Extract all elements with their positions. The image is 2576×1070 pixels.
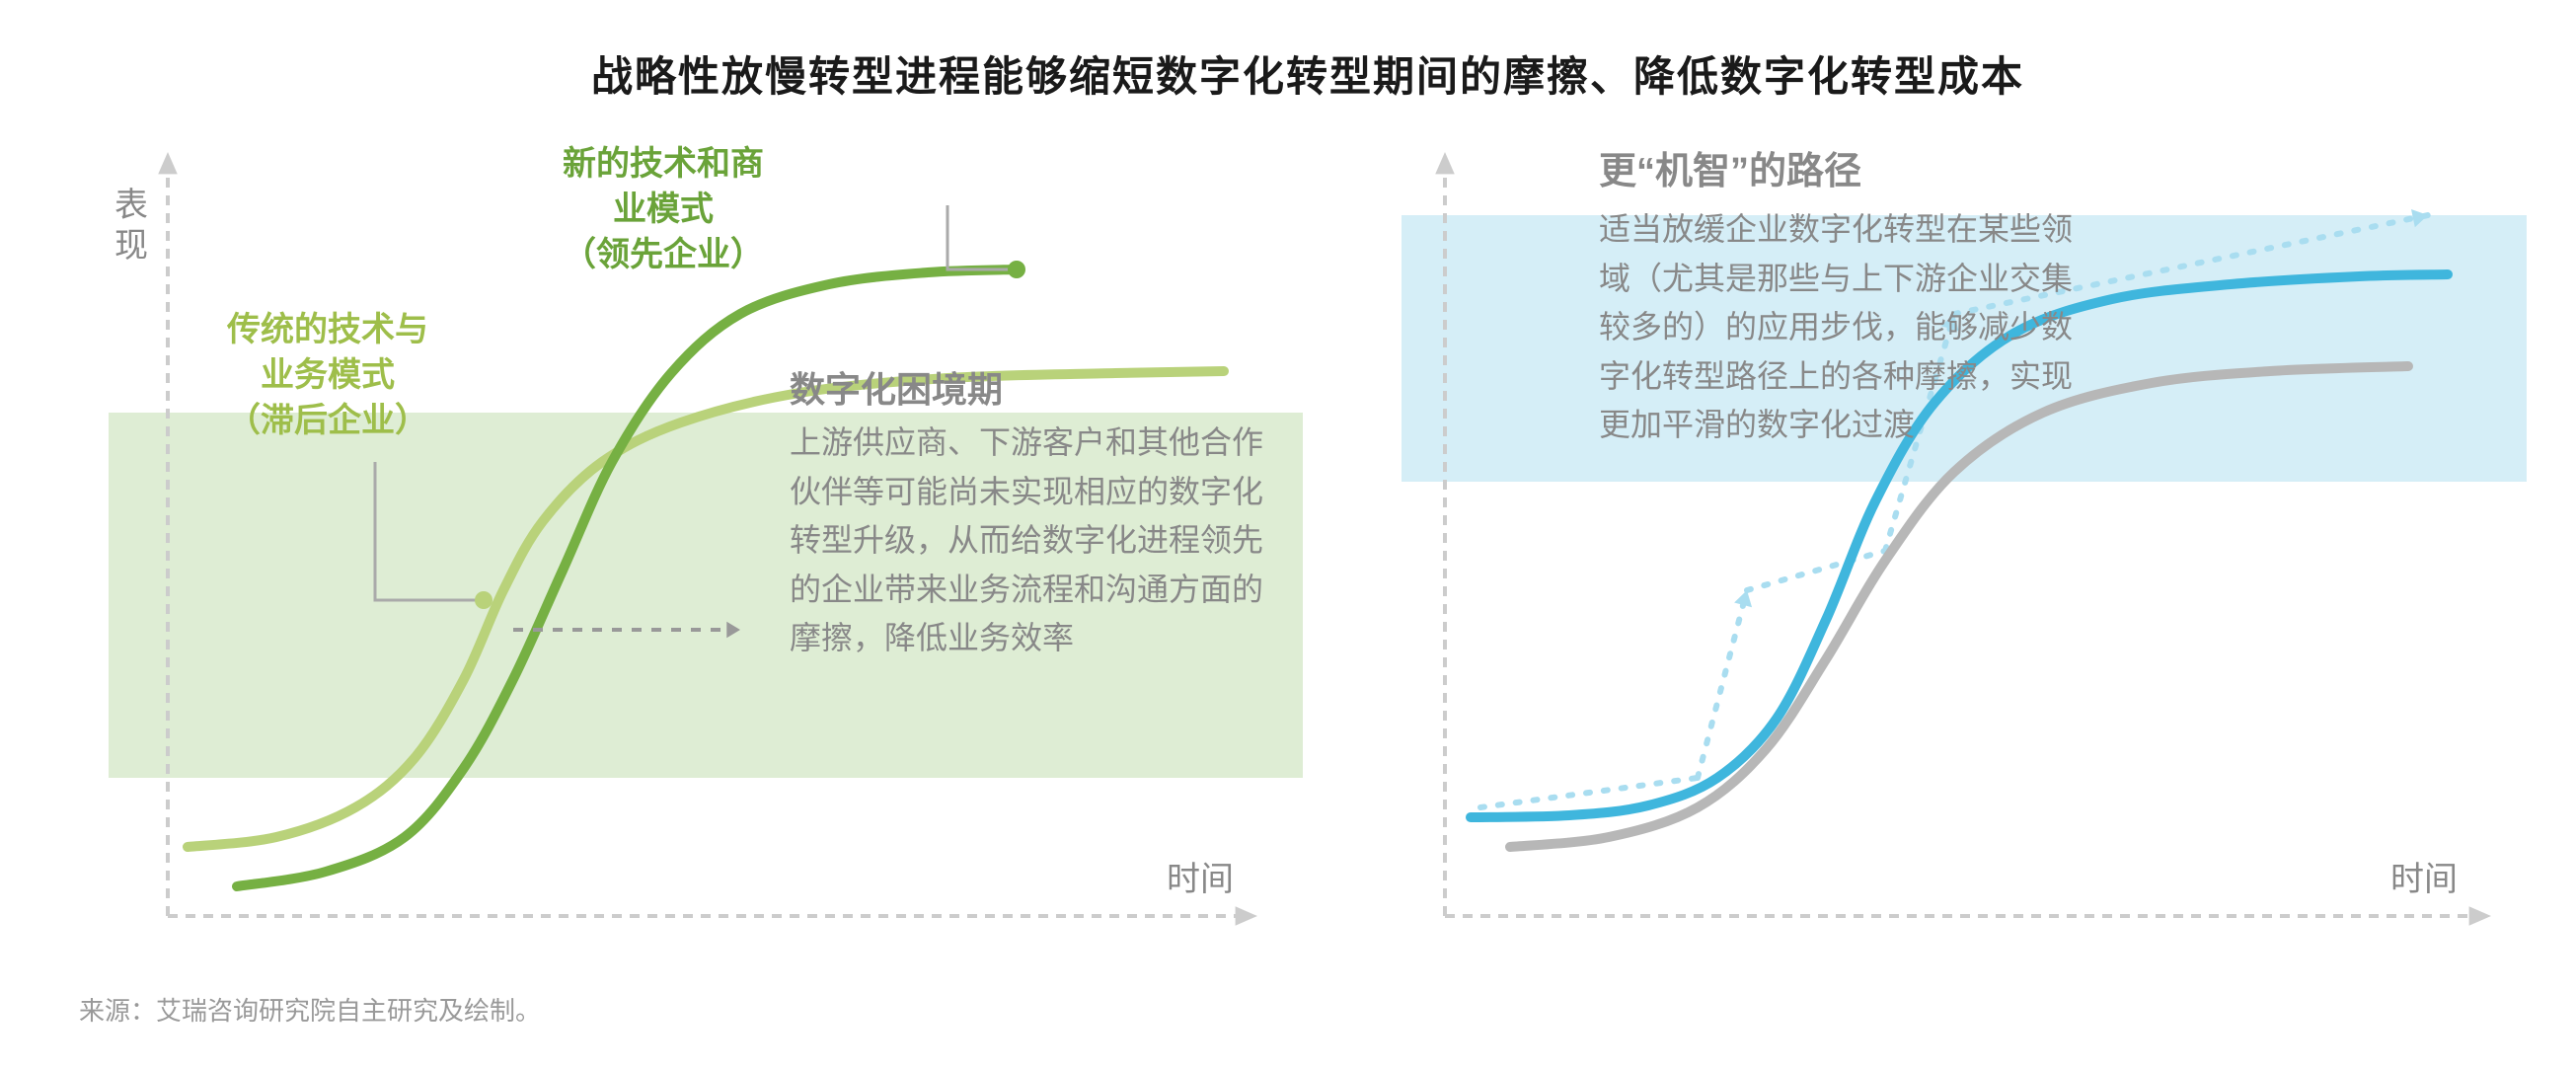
source-note: 来源：艾瑞咨询研究院自主研究及绘制。 [79,991,541,1028]
right-annotation-body: 适当放缓企业数字化转型在某些领域（尤其是那些与上下游企业交集较多的）的应用步伐，… [1599,205,2083,450]
right-annotation-title: 更“机智”的路径 [1599,140,1861,194]
left-y-axis-label: 表 现 [114,186,148,267]
page-title: 战略性放慢转型进程能够缩短数字化转型期间的摩擦、降低数字化转型成本 [20,43,2576,104]
left-annotation-body: 上游供应商、下游客户和其他合作伙伴等可能尚未实现相应的数字化转型升级，从而给数字… [790,419,1273,663]
left-x-axis-label: 时间 [1167,852,1234,900]
diagram-root: 战略性放慢转型进程能够缩短数字化转型期间的摩擦、降低数字化转型成本 表 现 时间… [20,20,2576,1050]
right-chart: 时间 更“机智”的路径 适当放缓企业数字化转型在某些领域（尤其是那些与上下游企业… [1402,126,2527,955]
right-x-axis-label: 时间 [2390,852,2458,900]
lagging-curve-label: 传统的技术与 业务模式 （滞后企业） [227,308,428,444]
leading-curve-label: 新的技术和商 业模式 （领先企业） [563,142,764,278]
left-annotation-title: 数字化困境期 [790,361,1003,413]
left-chart: 表 现 时间 传统的技术与 业务模式 （滞后企业） 新的技术和商 业模式 （领先… [109,126,1303,955]
